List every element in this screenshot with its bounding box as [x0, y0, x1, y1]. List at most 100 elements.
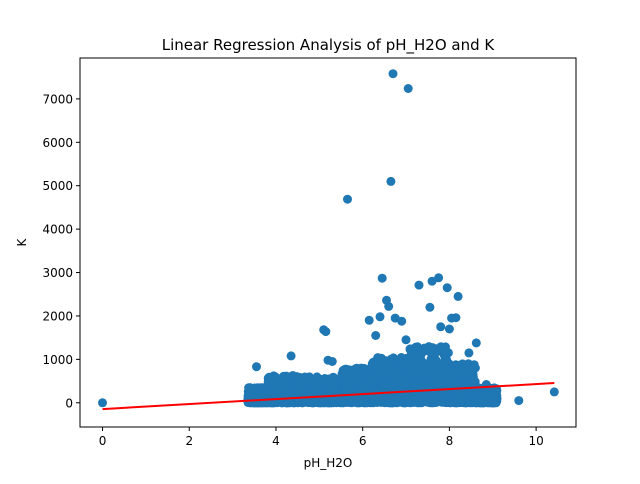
cloud-point [405, 398, 415, 408]
data-point [364, 315, 374, 325]
x-tick-label: 4 [272, 434, 280, 448]
x-tick-label: 2 [185, 434, 193, 448]
data-point [425, 302, 435, 312]
cloud-point [357, 380, 367, 390]
cloud-point [478, 397, 487, 406]
cloud-point [337, 369, 347, 379]
cloud-point [410, 360, 420, 370]
cloud-point [455, 397, 465, 406]
y-tick-label: 4000 [42, 223, 73, 237]
y-tick-label: 6000 [42, 136, 73, 150]
cloud-point [390, 355, 400, 365]
cloud-point [268, 390, 278, 400]
cloud-point [282, 397, 291, 407]
cloud-point [415, 398, 424, 408]
data-point [384, 301, 394, 311]
x-tick-label: 10 [528, 434, 543, 448]
data-point [397, 316, 407, 326]
cloud-point [343, 386, 353, 396]
data-point [414, 280, 424, 290]
cloud-point [380, 371, 390, 380]
cloud-point [271, 380, 281, 390]
data-point [375, 312, 385, 322]
cloud-point [380, 362, 389, 372]
data-point [549, 387, 559, 397]
data-point [386, 176, 396, 186]
data-point [245, 383, 255, 393]
data-point [327, 357, 337, 366]
data-points [98, 69, 559, 408]
cloud-point [439, 350, 449, 360]
chart-title: Linear Regression Analysis of pH_H2O and… [162, 36, 496, 55]
cloud-point [391, 395, 400, 405]
data-point [453, 291, 463, 301]
y-tick-label: 5000 [42, 179, 73, 193]
cloud-point [412, 342, 422, 352]
regression-line-layer [102, 382, 555, 411]
cloud-point [286, 373, 295, 383]
x-axis-ticks: 0 2 4 6 8 10 [99, 427, 544, 448]
data-point [514, 396, 524, 406]
y-axis-label: K [15, 237, 29, 246]
cloud-point [368, 379, 378, 389]
cloud-point [369, 361, 379, 371]
cloud-point [338, 397, 348, 407]
y-tick-label: 2000 [42, 309, 73, 323]
data-point [403, 84, 413, 93]
data-point [377, 273, 387, 283]
y-tick-label: 1000 [42, 353, 73, 367]
y-tick-label: 0 [65, 396, 73, 410]
cloud-point [404, 367, 414, 377]
cloud-point [370, 397, 380, 407]
x-tick-label: 6 [359, 434, 367, 448]
data-point [401, 335, 411, 345]
cloud-point [447, 398, 457, 407]
cloud-point [294, 385, 304, 395]
data-point [464, 348, 474, 358]
data-point [442, 283, 452, 293]
x-axis-label: pH_H2O [304, 456, 353, 470]
cloud-point [378, 394, 388, 404]
y-axis-ticks: 0 1000 2000 3000 4000 5000 6000 7000 [42, 92, 80, 410]
data-point [286, 351, 296, 361]
cloud-point [264, 372, 274, 382]
cloud-point [379, 381, 389, 391]
cloud-point [354, 370, 364, 380]
plot-frame [79, 57, 577, 428]
cloud-point [455, 369, 465, 378]
cloud-point [445, 388, 455, 398]
cloud-point [429, 373, 439, 383]
data-point [98, 398, 107, 408]
y-tick-label: 3000 [42, 266, 73, 280]
cloud-point [279, 375, 289, 385]
cloud-point [461, 364, 471, 374]
data-point [371, 331, 381, 340]
data-point [427, 276, 437, 286]
regression-line [102, 382, 555, 411]
cloud-point [428, 343, 437, 353]
data-point [451, 313, 461, 323]
cloud-point [466, 370, 476, 380]
cloud-point [420, 368, 430, 378]
data-point [486, 390, 496, 400]
cloud-point [329, 384, 339, 394]
cloud-point [392, 366, 402, 375]
cloud-point [351, 393, 361, 403]
data-point [343, 194, 352, 204]
x-tick-label: 0 [99, 434, 107, 448]
cloud-point [418, 360, 428, 370]
data-point [444, 324, 454, 334]
cloud-point [318, 374, 327, 384]
cloud-point [387, 381, 397, 391]
data-point [388, 69, 398, 79]
cloud-point [401, 353, 411, 363]
cloud-point [296, 378, 306, 388]
cloud-point [468, 363, 478, 373]
cloud-point [427, 350, 437, 360]
y-tick-label: 7000 [42, 92, 73, 106]
data-point [321, 327, 331, 337]
data-point [252, 362, 261, 372]
data-point [436, 322, 446, 332]
x-tick-label: 8 [446, 434, 454, 448]
